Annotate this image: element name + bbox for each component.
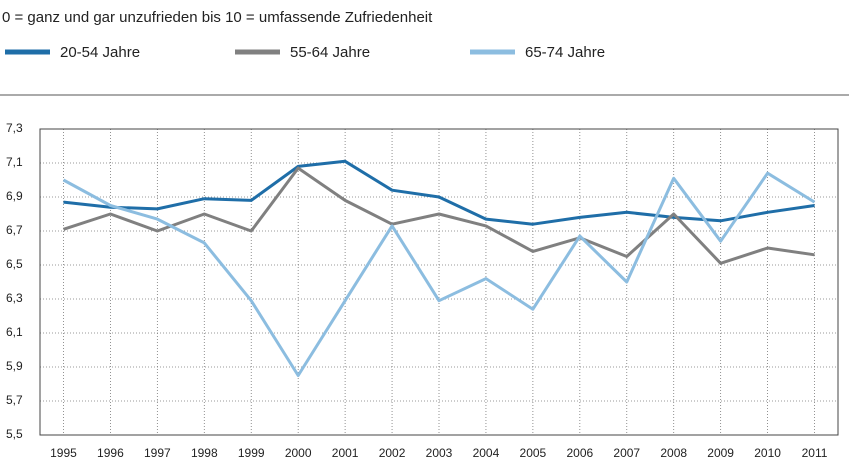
x-tick-label: 1995	[50, 446, 77, 460]
y-tick-label: 6,3	[6, 291, 23, 305]
x-tick-label: 2011	[802, 446, 828, 460]
y-tick-label: 5,5	[6, 427, 23, 441]
x-tick-label: 2004	[473, 446, 500, 460]
x-tick-label: 2001	[332, 446, 359, 460]
plot-frame	[39, 128, 839, 436]
y-tick-label: 5,9	[6, 359, 23, 373]
x-tick-label: 2010	[754, 446, 781, 460]
chart-subtitle: 0 = ganz und gar unzufrieden bis 10 = um…	[2, 9, 433, 26]
x-tick-label: 2007	[613, 446, 640, 460]
y-tick-label: 6,1	[6, 325, 23, 339]
x-tick-label: 2006	[566, 446, 593, 460]
x-tick-label: 2002	[379, 446, 406, 460]
x-tick-label: 2003	[426, 446, 453, 460]
legend-label: 20-54 Jahre	[60, 44, 140, 61]
series-line	[62, 171, 816, 377]
y-tick-label: 6,9	[6, 189, 23, 203]
legend-label: 55-64 Jahre	[290, 44, 370, 61]
y-tick-label: 5,7	[6, 393, 23, 407]
y-tick-label: 7,3	[6, 121, 23, 135]
y-tick-label: 6,7	[6, 223, 23, 237]
y-tick-label: 7,1	[6, 155, 23, 169]
legend-label: 65-74 Jahre	[525, 44, 605, 61]
x-tick-label: 1997	[144, 446, 171, 460]
x-tick-label: 2000	[285, 446, 312, 460]
x-tick-label: 1998	[191, 446, 218, 460]
x-tick-label: 2005	[520, 446, 547, 460]
x-tick-label: 1996	[97, 446, 124, 460]
x-tick-label: 2008	[660, 446, 687, 460]
series-line	[63, 166, 815, 265]
series-line	[63, 159, 815, 226]
x-tick-label: 1999	[238, 446, 265, 460]
x-tick-label: 2009	[707, 446, 734, 460]
y-tick-label: 6,5	[6, 257, 23, 271]
